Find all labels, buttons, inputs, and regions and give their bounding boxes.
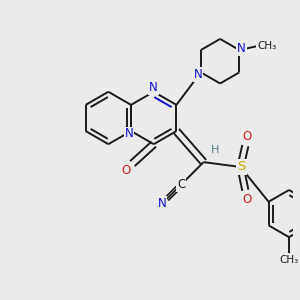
Text: O: O — [243, 130, 252, 143]
Text: S: S — [237, 160, 246, 173]
Text: N: N — [125, 128, 134, 140]
Text: N: N — [158, 197, 166, 210]
Text: N: N — [149, 81, 158, 94]
Text: CH₃: CH₃ — [257, 41, 276, 51]
Text: N: N — [194, 68, 202, 81]
Text: O: O — [121, 164, 130, 177]
Text: N: N — [237, 42, 246, 55]
Text: CH₃: CH₃ — [279, 255, 298, 266]
Text: C: C — [177, 178, 185, 191]
Text: H: H — [211, 146, 219, 155]
Text: O: O — [243, 193, 252, 206]
